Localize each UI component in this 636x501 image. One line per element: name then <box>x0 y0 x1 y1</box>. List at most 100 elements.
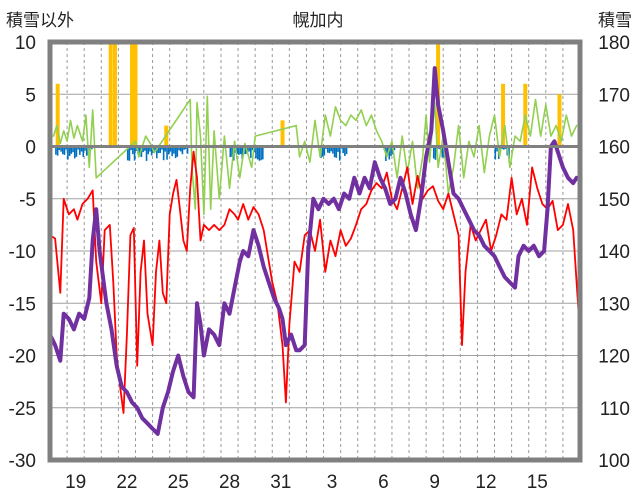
negative-bar <box>335 146 338 158</box>
y-left-tick-label: -25 <box>9 399 36 420</box>
x-tick-label: 22 <box>116 472 137 493</box>
negative-bar <box>262 146 264 160</box>
plot-area <box>47 39 583 463</box>
y-right-tick-label: 170 <box>598 85 630 106</box>
negative-bar <box>239 146 242 155</box>
precipitation-bar <box>557 94 562 147</box>
x-tick-label: 3 <box>327 472 338 493</box>
y-left-tick-label: -10 <box>9 242 36 263</box>
negative-bar <box>133 146 136 161</box>
y-right-tick-label: 140 <box>598 242 630 263</box>
negative-bar <box>65 146 67 150</box>
negative-bar <box>56 146 59 156</box>
negative-bar <box>156 146 158 159</box>
negative-bar <box>432 146 435 159</box>
negative-bar <box>135 146 138 151</box>
negative-bar <box>255 146 257 159</box>
x-tick-label: 15 <box>527 472 548 493</box>
negative-bar <box>241 146 244 160</box>
y-left-tick-label: 0 <box>25 138 36 159</box>
negative-bar <box>393 146 396 151</box>
negative-bar <box>179 146 182 152</box>
chart-title: 幌加内 <box>293 11 344 31</box>
negative-bar <box>171 146 173 157</box>
negative-bar <box>321 146 324 157</box>
negative-bars <box>55 146 510 162</box>
negative-bar <box>68 146 71 156</box>
negative-bar <box>258 146 261 161</box>
negative-bar <box>167 146 170 155</box>
y-right-tick-label: 110 <box>600 399 630 420</box>
negative-bar <box>260 146 262 161</box>
negative-bar <box>508 146 510 160</box>
y-right-tick-label: 180 <box>598 33 630 54</box>
negative-bar <box>77 146 79 150</box>
x-tick-labels: 19 22 25 28 31 3 6 9 12 15 <box>65 472 548 493</box>
precipitation-bar <box>280 120 285 147</box>
x-tick-label: 12 <box>475 472 496 493</box>
negative-bar <box>85 146 88 156</box>
negative-bar <box>176 146 179 157</box>
negative-bar <box>82 146 85 158</box>
series-line-temperature <box>49 150 580 414</box>
precipitation-bar <box>133 42 138 147</box>
negative-bar <box>246 146 249 152</box>
negative-bar <box>60 146 62 152</box>
negative-bar <box>342 146 344 154</box>
x-tick-label: 6 <box>378 472 389 493</box>
negative-bar <box>178 146 180 151</box>
negative-bar <box>236 146 238 155</box>
negative-bar <box>390 146 392 156</box>
negative-bar <box>332 146 334 154</box>
negative-bar <box>173 146 175 154</box>
y-left-tick-label: -5 <box>19 190 36 211</box>
precipitation-bar <box>501 83 506 147</box>
y-right-tick-label: 100 <box>598 451 630 472</box>
y-axis-left-label: 積雪以外 <box>6 11 74 31</box>
y-right-tick-labels: 180 170 160 150 140 130 120 110 100 <box>598 33 630 472</box>
negative-bar <box>229 146 232 158</box>
x-tick-label: 9 <box>429 472 440 493</box>
x-tick-label: 19 <box>65 472 86 493</box>
negative-bar <box>328 146 331 154</box>
x-tick-label: 31 <box>270 472 291 493</box>
negative-bar <box>166 146 168 160</box>
negative-bar <box>154 146 156 151</box>
negative-bar <box>238 146 240 155</box>
negative-bar <box>174 146 177 159</box>
negative-bar <box>169 146 172 152</box>
precipitation-bar <box>112 42 117 147</box>
precipitation-bar <box>108 42 113 147</box>
negative-bar <box>183 146 185 150</box>
negative-bar <box>128 146 131 161</box>
x-tick-label: 25 <box>168 472 189 493</box>
negative-bar <box>145 146 148 161</box>
negative-bar <box>142 146 144 153</box>
x-tick-label: 28 <box>219 472 240 493</box>
negative-bar <box>84 146 86 151</box>
y-left-tick-label: -30 <box>9 451 36 472</box>
y-right-tick-label: 150 <box>598 190 630 211</box>
negative-bar <box>496 146 498 152</box>
negative-bar <box>144 146 146 151</box>
precipitation-bar <box>55 83 60 147</box>
negative-bar <box>434 146 437 160</box>
negative-bar <box>73 146 76 159</box>
negative-bar <box>244 146 247 155</box>
y-left-tick-label: -15 <box>9 294 36 315</box>
negative-bar <box>72 146 74 153</box>
negative-bar <box>70 146 73 154</box>
negative-bar <box>186 146 189 154</box>
negative-bar <box>256 146 259 160</box>
negative-bar <box>63 146 66 155</box>
negative-bar <box>251 146 254 151</box>
negative-bar <box>75 146 78 157</box>
negative-bar <box>61 146 64 155</box>
negative-bar <box>388 146 391 160</box>
y-left-tick-label: 5 <box>25 85 36 106</box>
negative-bar <box>330 146 332 152</box>
y-right-tick-label: 160 <box>598 138 630 159</box>
y-right-tick-label: 130 <box>598 294 630 315</box>
negative-bar <box>150 146 153 156</box>
